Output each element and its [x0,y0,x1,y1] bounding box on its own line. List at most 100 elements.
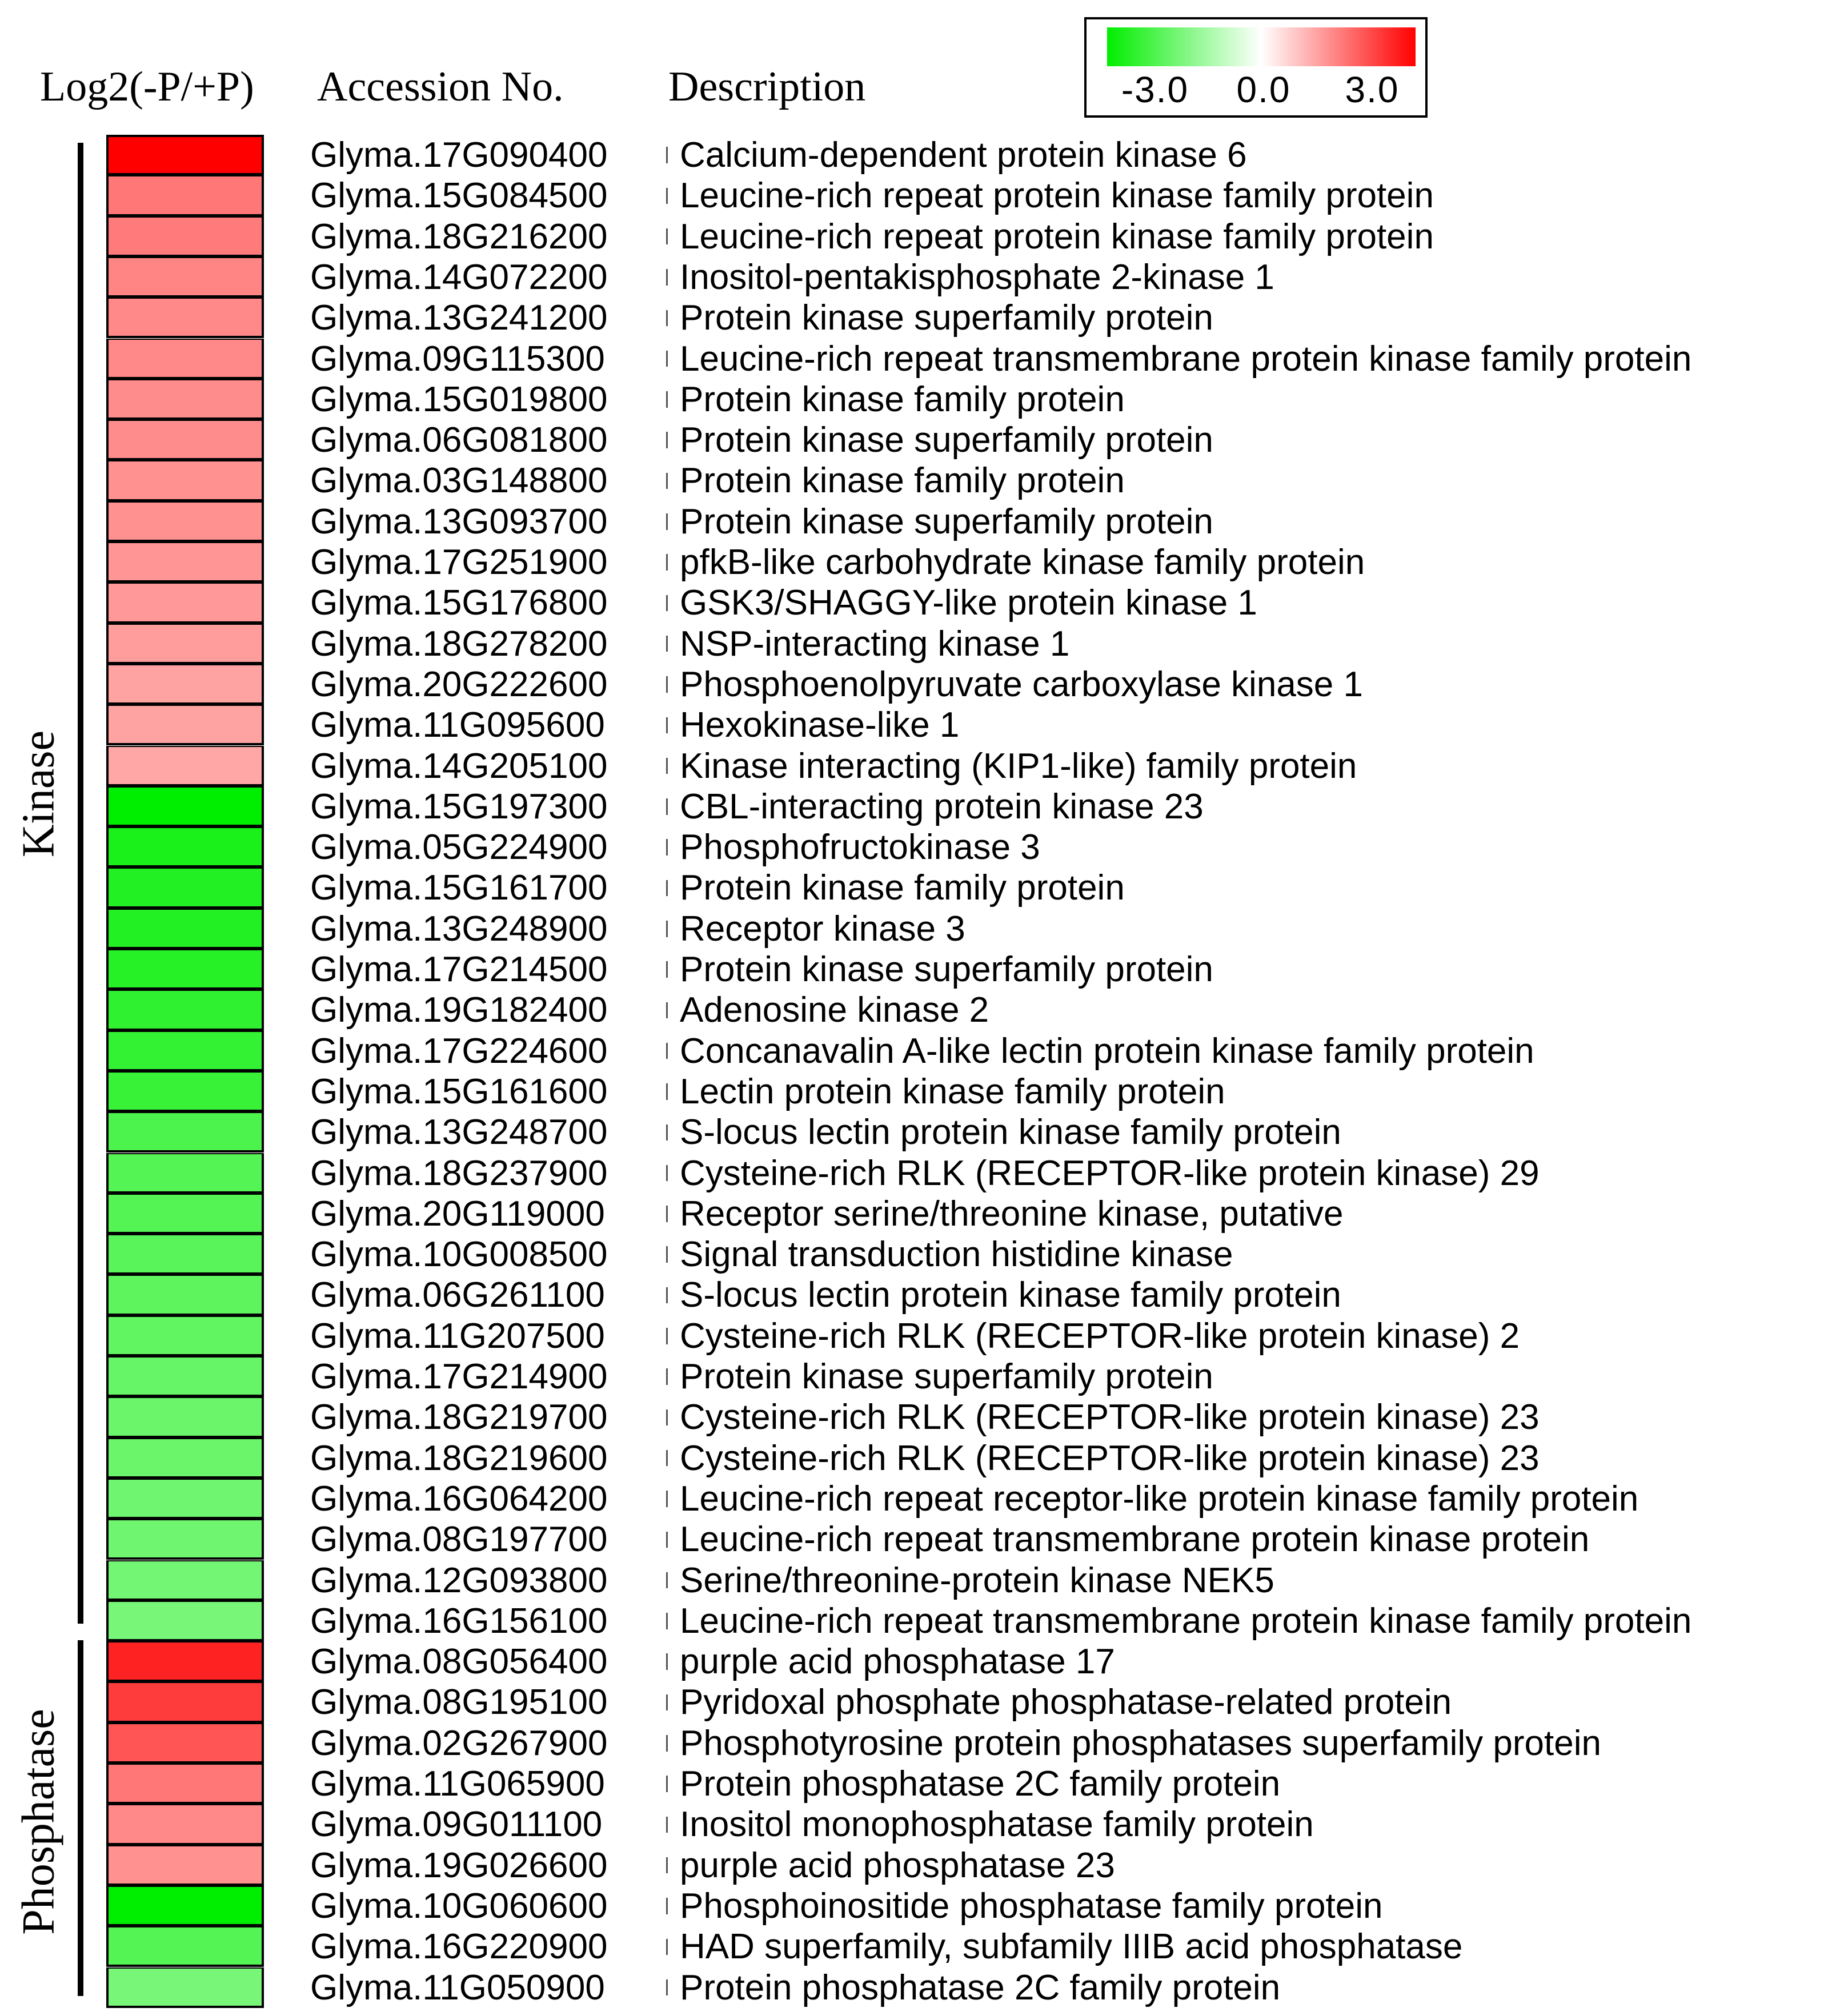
heatmap-cell [106,1397,264,1438]
description-label: Leucine-rich repeat protein kinase famil… [680,176,1434,216]
accession-label: Glyma.03G148800 [310,461,608,501]
description-label: NSP-interacting kinase 1 [680,624,1070,664]
row-separator-tick [666,921,668,937]
accession-label: Glyma.15G161700 [310,868,608,908]
description-label: Leucine-rich repeat transmembrane protei… [680,1601,1692,1641]
accession-label: Glyma.08G056400 [310,1642,608,1682]
row-separator-tick [666,880,668,897]
table-row: Glyma.06G081800 Protein kinase superfamil… [0,420,1848,461]
accession-label: Glyma.14G205100 [310,746,608,786]
row-separator-tick [666,187,668,204]
row-separator-tick [666,961,668,978]
row-separator-tick [666,147,668,163]
table-row: Glyma.12G093800 Serine/threonine-protein … [0,1560,1848,1601]
accession-label: Glyma.11G207500 [310,1316,605,1356]
heatmap-cell [106,1560,264,1601]
legend-mid-label: 0.0 [1236,69,1291,110]
accession-label: Glyma.17G224600 [310,1031,608,1071]
description-label: S-locus lectin protein kinase family pro… [680,1275,1341,1315]
description-label: Protein kinase family protein [680,868,1125,908]
table-row: Glyma.17G251900 pfkB-like carbohydrate ki… [0,542,1848,583]
column-header-log2: Log2(-P/+P) [40,63,254,110]
row-separator-tick [666,1898,668,1914]
description-label: Calcium-dependent protein kinase 6 [680,135,1247,175]
table-row: Glyma.17G214900 Protein kinase superfamil… [0,1356,1848,1397]
description-label: Kinase interacting (KIP1-like) family pr… [680,746,1357,786]
table-row: Glyma.11G050900 Protein phosphatase 2C fa… [0,1967,1848,2008]
description-label: Protein kinase family protein [680,461,1125,501]
row-separator-tick [666,1124,668,1141]
heatmap-cell [106,1804,264,1845]
description-label: pfkB-like carbohydrate kinase family pro… [680,543,1365,582]
heatmap-cell [106,868,264,909]
description-label: Phosphoinositide phosphatase family prot… [680,1886,1383,1926]
table-row: Glyma.08G056400 purple acid phosphatase 1… [0,1641,1848,1682]
description-label: Protein kinase superfamily protein [680,1357,1213,1396]
heatmap-cell [106,460,264,501]
description-label: Phosphoenolpyruvate carboxylase kinase 1 [680,664,1363,704]
heatmap-cell [106,908,264,949]
heatmap-cell [106,583,264,624]
description-label: Pyridoxal phosphate phosphatase-related … [680,1682,1452,1722]
description-label: Cysteine-rich RLK (RECEPTOR-like protein… [680,1153,1540,1193]
description-label: Signal transduction histidine kinase [680,1235,1233,1275]
table-row: Glyma.13G241200 Protein kinase superfamil… [0,298,1848,339]
row-separator-tick [666,717,668,734]
table-row: Glyma.18G237900 Cysteine-rich RLK (RECEPT… [0,1152,1848,1194]
accession-label: Glyma.17G214500 [310,950,608,989]
accession-label: Glyma.18G219700 [310,1397,608,1437]
heatmap-cell [106,949,264,990]
description-label: CBL-interacting protein kinase 23 [680,786,1204,826]
heatmap-cell [106,542,264,583]
accession-label: Glyma.11G050900 [310,1967,605,2007]
description-label: Concanavalin A-like lectin protein kinas… [680,1031,1534,1071]
description-label: Leucine-rich repeat receptor-like protei… [680,1479,1639,1519]
row-separator-tick [666,1938,668,1955]
description-label: Inositol monophosphatase family protein [680,1805,1314,1845]
heatmap-cell [106,1885,264,1927]
heatmap-cell [106,1600,264,1642]
heatmap-cell [106,1682,264,1723]
legend-max-label: 3.0 [1345,69,1400,110]
heatmap-cell [106,1356,264,1397]
accession-label: Glyma.10G008500 [310,1235,608,1275]
table-row: Glyma.17G224600 Concanavalin A-like lecti… [0,1030,1848,1071]
accession-label: Glyma.13G093700 [310,501,608,541]
description-label: Protein kinase superfamily protein [680,501,1213,541]
accession-label: Glyma.02G267900 [310,1723,608,1763]
accession-label: Glyma.18G278200 [310,624,608,664]
table-row: Glyma.10G008500 Signal transduction histi… [0,1234,1848,1275]
table-row: Glyma.08G197700 Leucine-rich repeat trans… [0,1519,1848,1560]
accession-label: Glyma.18G219600 [310,1438,608,1478]
description-label: Phosphofructokinase 3 [680,828,1040,868]
row-separator-tick [666,1572,668,1589]
legend-min-label: -3.0 [1121,69,1189,110]
row-separator-tick [666,757,668,774]
table-row: Glyma.20G119000 Receptor serine/threonine… [0,1193,1848,1235]
description-label: HAD superfamily, subfamily IIIB acid pho… [680,1927,1463,1967]
heatmap-cell [106,256,264,298]
table-row: Glyma.13G248700 S-locus lectin protein ki… [0,1112,1848,1153]
table-row: Glyma.08G195100 Pyridoxal phosphate phosp… [0,1682,1848,1723]
description-label: Protein phosphatase 2C family protein [680,1764,1281,1804]
description-label: Protein kinase superfamily protein [680,950,1213,989]
accession-label: Glyma.17G214900 [310,1357,608,1396]
accession-label: Glyma.15G197300 [310,786,608,826]
heatmap-cell [106,664,264,705]
heatmap-cell [106,1315,264,1356]
table-row: Glyma.11G095600 Hexokinase-like 1 [0,705,1848,746]
heatmap-cell [106,1275,264,1316]
heatmap-cell [106,298,264,339]
description-label: Adenosine kinase 2 [680,990,989,1030]
heatmap-cell [106,1152,264,1194]
heatmap-cell [106,1764,264,1805]
column-header-accession: Accession No. [317,63,564,110]
row-separator-tick [666,1368,668,1385]
row-separator-tick [666,1206,668,1222]
table-row: Glyma.18G278200 NSP-interacting kinase 1 [0,623,1848,664]
description-label: Protein kinase superfamily protein [680,298,1213,338]
row-separator-tick [666,391,668,408]
heatmap-cell [106,1030,264,1071]
table-row: Glyma.18G219700 Cysteine-rich RLK (RECEPT… [0,1397,1848,1438]
heatmap-cell [106,135,264,176]
